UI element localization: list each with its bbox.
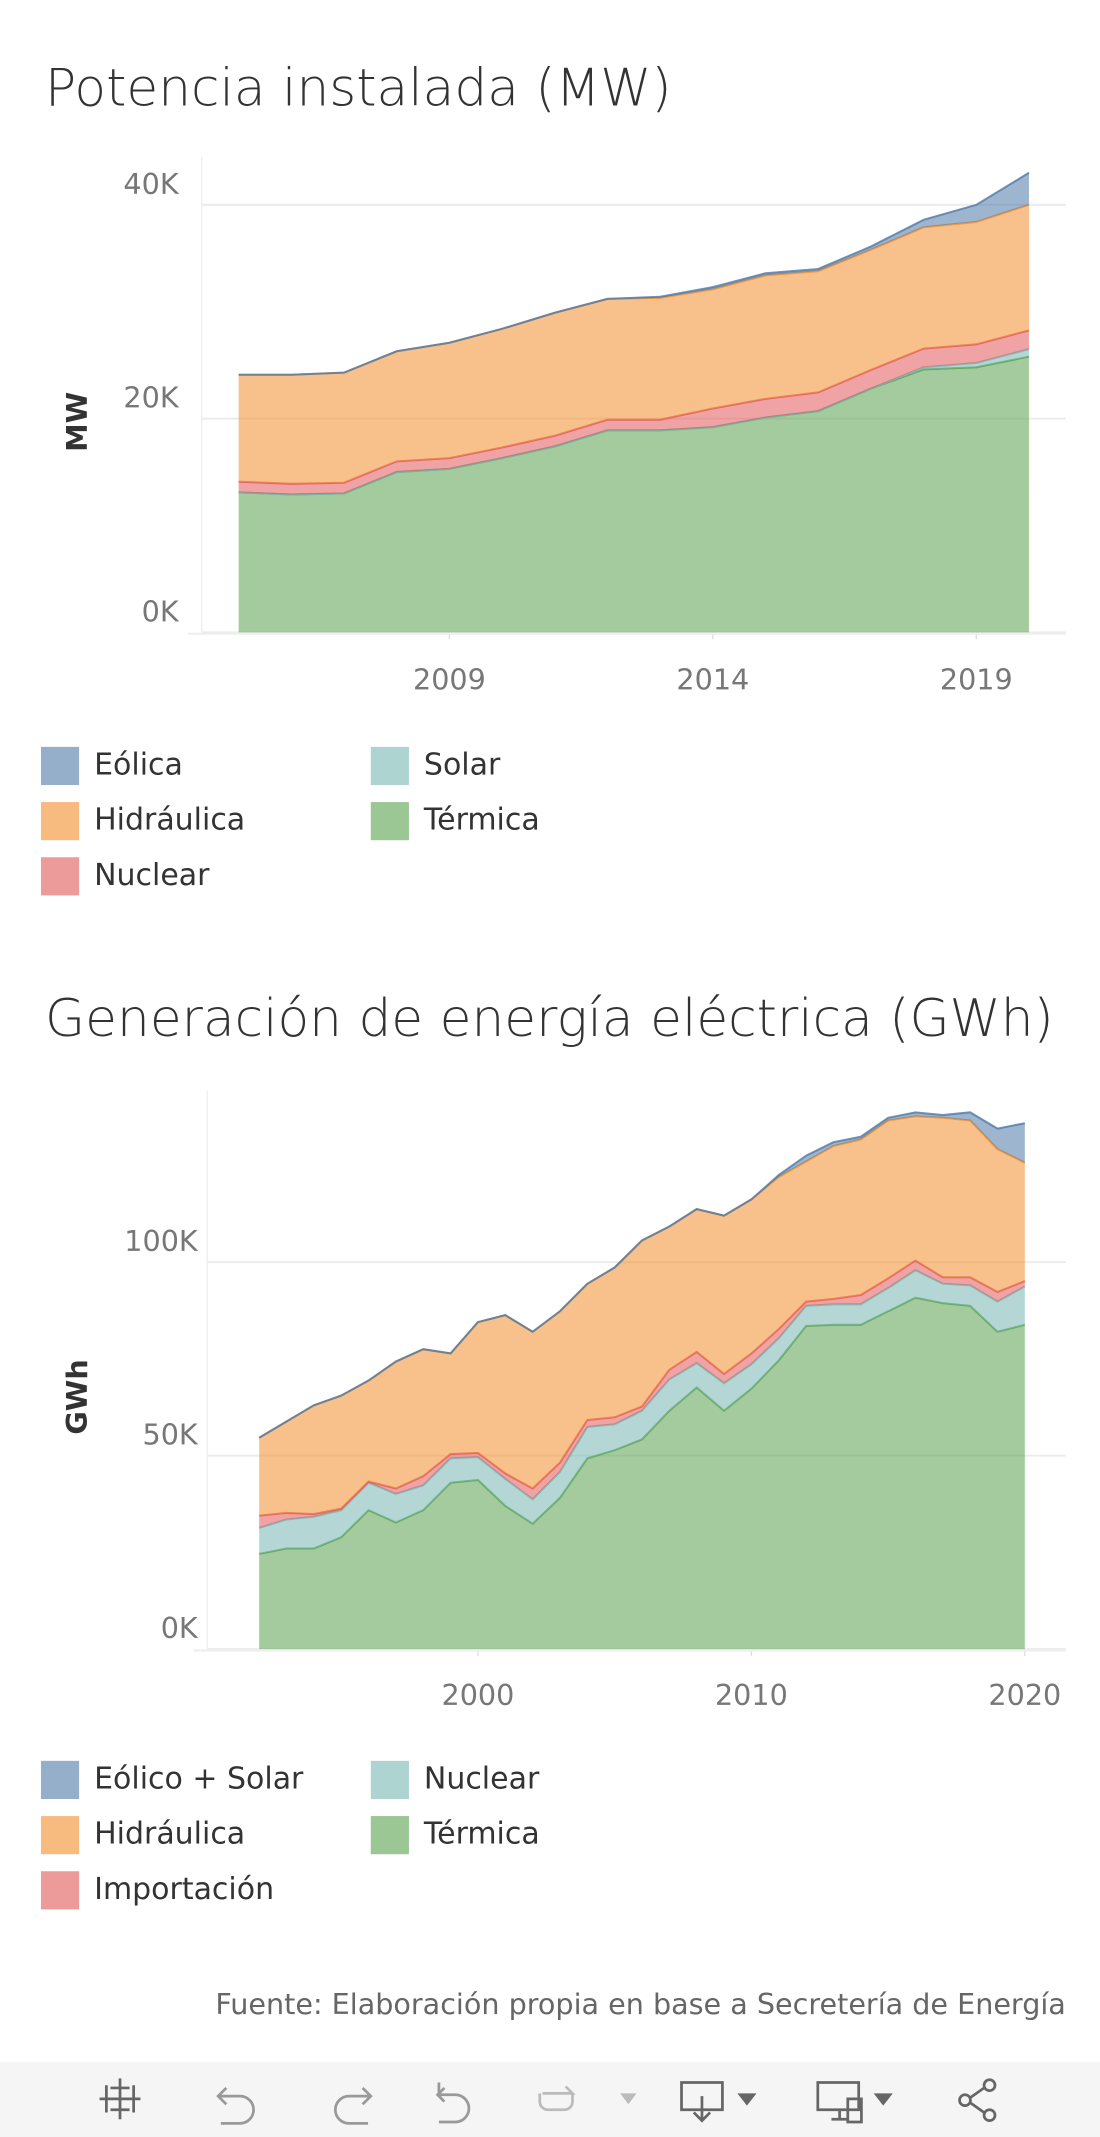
toolbar [0,2062,1100,2137]
legend-swatch [40,802,80,841]
toolbar-background [0,2062,1100,2137]
source-note: Fuente: Elaboración propia en base a Sec… [215,1987,1065,2021]
area [259,1297,1025,1650]
chart-title: Potencia instalada (MW) [45,58,672,118]
legend-swatch [370,746,409,786]
legend-swatch [40,1816,80,1855]
legend-swatch [40,857,80,896]
area-edge [258,1111,1026,1439]
area [259,1270,1025,1554]
tableau-icon[interactable] [99,2078,141,2120]
legend-swatch [370,802,409,841]
refresh-button[interactable] [538,2085,576,2112]
download-button[interactable] [680,2081,757,2123]
y-tick-label: 50K [143,1418,199,1452]
x-tick-label: 2014 [676,662,749,696]
legend-swatch [40,1760,80,1800]
legend-label: Hidráulica [94,1817,245,1852]
y-tick-label: 20K [123,381,179,415]
legend-swatch [40,1871,80,1910]
legend-swatch [40,746,80,786]
x-tick-label: 2010 [715,1678,788,1712]
device-button[interactable] [816,2081,893,2124]
y-tick-label: 0K [142,594,180,628]
redo-button[interactable] [333,2086,373,2125]
area-edge [238,171,1030,376]
y-axis-title: GWh [60,1359,94,1434]
y-tick-label: 40K [123,167,179,201]
area [238,204,1029,484]
legend-label: Nuclear [94,858,210,893]
legend-label: Eólica [94,747,183,782]
x-tick-label: 2000 [442,1678,515,1712]
y-axis-title: MW [60,392,94,452]
x-tick-label: 2019 [940,662,1013,696]
area [238,356,1029,633]
legend-label: Nuclear [424,1761,540,1796]
share-button[interactable] [958,2078,997,2123]
legend-label: Importación [94,1872,274,1907]
x-tick-label: 2020 [988,1678,1061,1712]
revert-button[interactable] [435,2082,471,2124]
y-tick-label: 0K [161,1611,199,1645]
legend-label: Térmica [423,803,540,838]
legend-label: Térmica [423,1817,540,1852]
undo-button[interactable] [216,2086,255,2125]
area [259,1116,1025,1516]
legend-swatch [370,1816,409,1855]
refresh-menu[interactable] [620,2093,637,2105]
legend-swatch [370,1760,409,1800]
y-tick-label: 100K [124,1224,199,1258]
legend-label: Eólico + Solar [94,1761,304,1796]
legend-label: Hidráulica [94,803,245,838]
chart-title: Generación de energía eléctrica (GWh) [45,989,1054,1049]
x-tick-label: 2009 [413,662,486,696]
legend-label: Solar [424,747,501,782]
